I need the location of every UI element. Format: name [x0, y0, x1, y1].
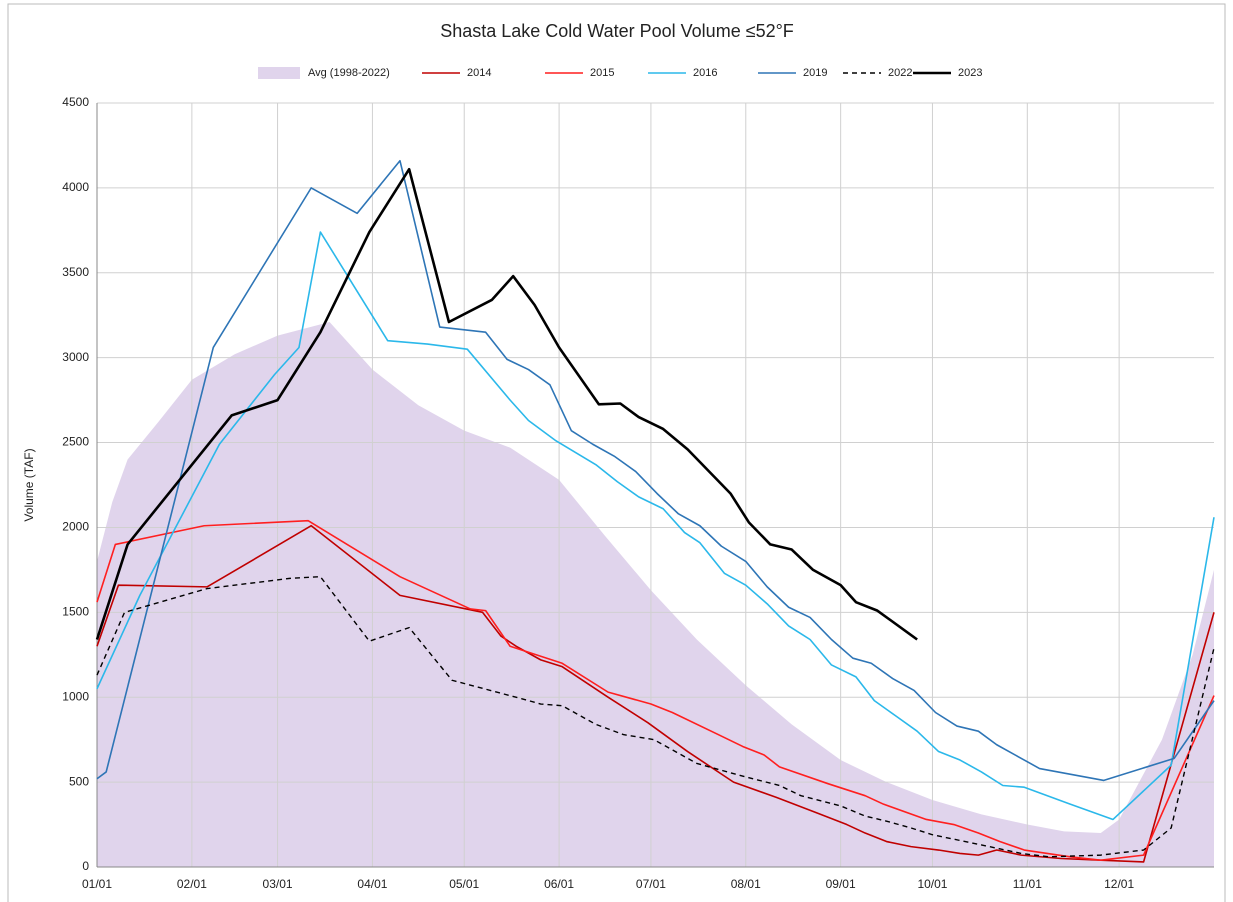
x-tick-label: 04/01	[357, 877, 387, 891]
legend-label: 2019	[803, 67, 827, 79]
legend-label: 2016	[693, 67, 717, 79]
plot	[95, 159, 1215, 863]
y-tick-label: 4000	[62, 180, 89, 194]
line	[95, 167, 918, 641]
x-tick-label: 10/01	[917, 877, 947, 891]
y-tick-label: 2500	[62, 435, 89, 449]
y-tick-label: 1000	[62, 689, 89, 703]
x-tick-label: 11/01	[1013, 877, 1042, 891]
line	[96, 159, 1215, 782]
legend-label: 2022	[888, 67, 912, 79]
area	[97, 322, 1214, 868]
y-tick-label: 0	[82, 859, 89, 873]
x-tick-label: 01/01	[82, 877, 112, 891]
y-tick-label: 1500	[62, 605, 89, 619]
y-tick-label: 3000	[62, 350, 89, 364]
x-tick-label: 07/01	[636, 877, 666, 891]
y-tick-label: 500	[69, 774, 89, 788]
x-tick-label: 09/01	[826, 877, 856, 891]
legend-label: 2014	[467, 67, 491, 79]
y-tick-label: 4500	[62, 95, 89, 109]
line	[96, 231, 1215, 821]
legend-label: 2015	[590, 67, 614, 79]
x-tick-label: 03/01	[263, 877, 293, 891]
chart-title: Shasta Lake Cold Water Pool Volume ≤52°F	[440, 21, 794, 41]
y-axis-label: Volume (TAF)	[22, 448, 36, 521]
x-tick-label: 12/01	[1104, 877, 1134, 891]
legend-label: Avg (1998-2022)	[308, 67, 390, 79]
x-tick-label: 08/01	[731, 877, 761, 891]
legend-label: 2023	[958, 67, 982, 79]
x-tick-label: 02/01	[177, 877, 207, 891]
y-tick-label: 2000	[62, 520, 89, 534]
x-tick-label: 05/01	[449, 877, 479, 891]
x-tick-label: 06/01	[544, 877, 574, 891]
line	[96, 524, 1215, 863]
legend-swatch	[258, 67, 300, 79]
y-tick-label: 3500	[62, 265, 89, 279]
line	[96, 575, 1215, 858]
line	[96, 519, 1215, 862]
chart-frame	[7, 3, 1226, 902]
